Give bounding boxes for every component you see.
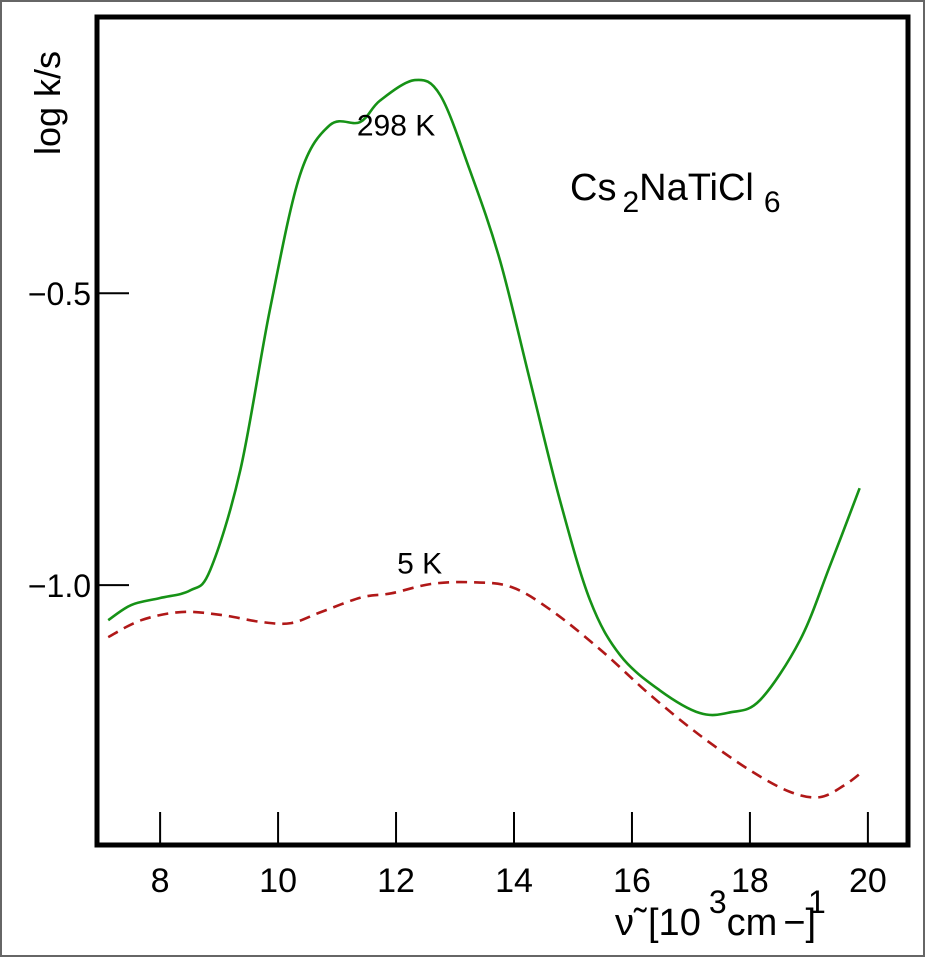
x-tick-label: 16: [613, 862, 651, 900]
y-axis-label: log k/s: [27, 51, 68, 155]
compound-mid: NaTiCl: [639, 167, 754, 209]
x-tick-label: 10: [259, 862, 297, 900]
x-label-exp2: 1: [808, 884, 826, 920]
x-tick-label: 14: [495, 862, 533, 900]
x-tick-label: 18: [731, 862, 769, 900]
x-tick-label: 12: [377, 862, 415, 900]
plot-frame: [94, 14, 911, 848]
x-label-symbol: ν̃: [615, 902, 647, 944]
series-label: 5 K: [397, 547, 442, 580]
x-label-exp: 3: [709, 884, 727, 920]
x-label-unit: cm: [727, 902, 778, 944]
x-label-neg: −: [783, 902, 805, 944]
x-tick-label: 8: [151, 862, 170, 900]
x-tick-label: 20: [849, 862, 887, 900]
series-line-5k: [107, 580, 863, 799]
y-tick-label: −0.5: [28, 276, 91, 312]
x-label-close: ]: [805, 902, 816, 944]
compound-label: Cs 2NaTiCl 6: [570, 167, 781, 219]
x-label-open: [10: [648, 902, 701, 944]
compound-base: Cs: [570, 167, 616, 209]
compound-sub2: 6: [764, 186, 781, 219]
compound-sub1: 2: [622, 186, 639, 219]
y-tick-label: −1.0: [28, 568, 91, 604]
series-line-298k: [107, 78, 861, 717]
series-label: 298 K: [357, 110, 435, 143]
